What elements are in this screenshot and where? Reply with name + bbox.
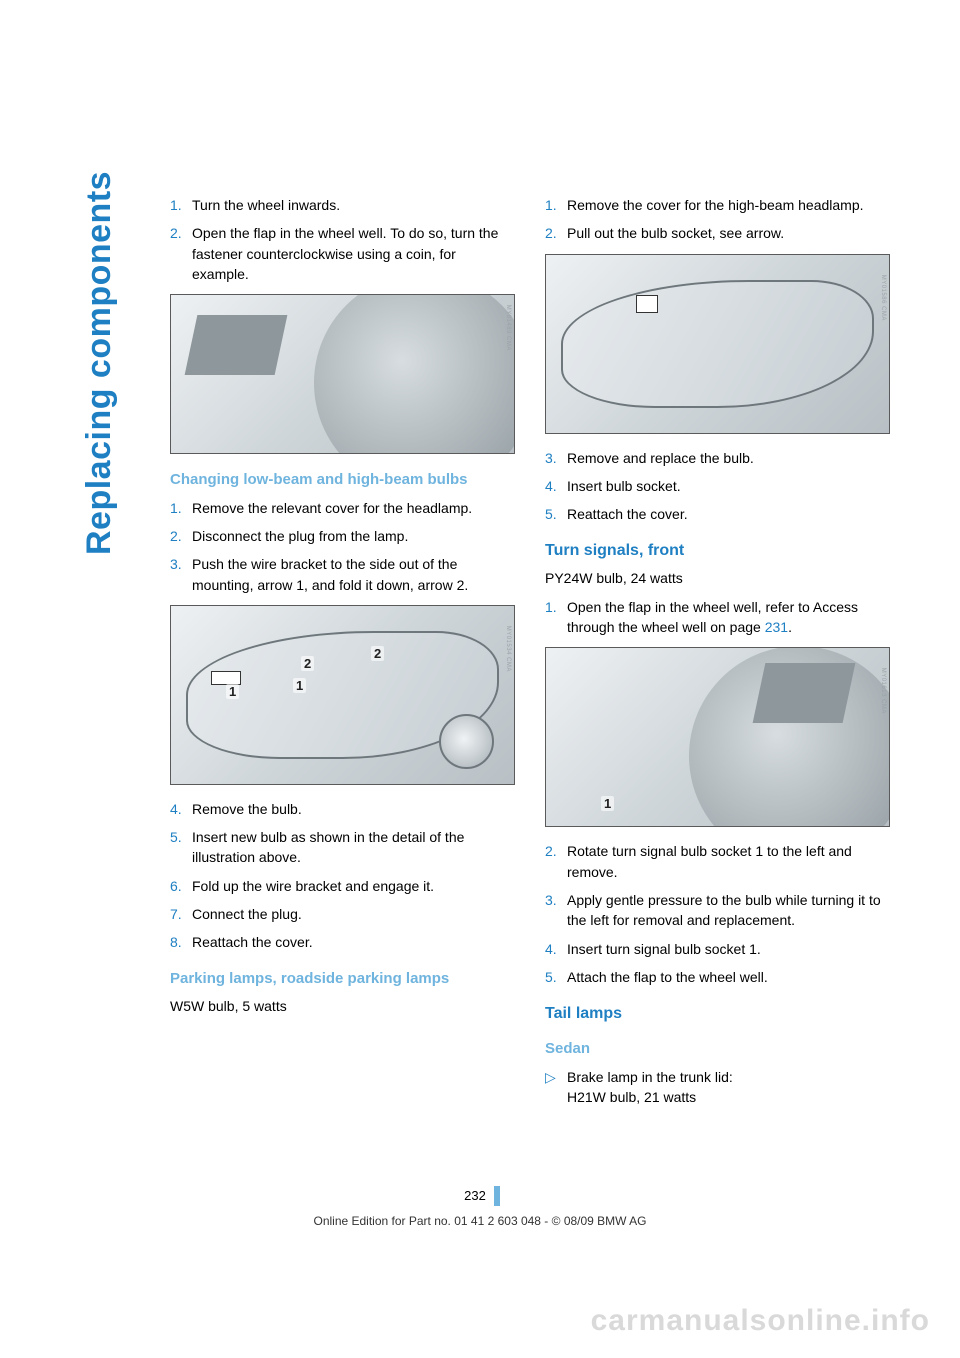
list-text: Attach the flap to the wheel well. [567,967,890,987]
figure-headlamp-bracket: 1 2 1 2 MY01534 CMA [170,605,515,785]
list-text: Open the flap in the wheel well, refer t… [567,597,890,638]
list-item: 6. Fold up the wire bracket and engage i… [170,876,515,896]
bulb-spec: W5W bulb, 5 watts [170,996,515,1016]
list-item: 1. Remove the relevant cover for the hea… [170,498,515,518]
list-text: Brake lamp in the trunk lid: H21W bulb, … [567,1067,890,1108]
list-text: Remove the relevant cover for the head­l… [192,498,515,518]
list-number: 5. [545,967,567,987]
list-text: Insert bulb socket. [567,476,890,496]
list-number: 5. [545,504,567,524]
list-item: 5. Insert new bulb as shown in the detai… [170,827,515,868]
list-number: 1. [545,597,567,638]
list-text: Rotate turn signal bulb socket 1 to the … [567,841,890,882]
list-item: 5. Reattach the cover. [545,504,890,524]
list-number: 3. [545,890,567,931]
list-text: Insert new bulb as shown in the detail o… [192,827,515,868]
list-item: 5. Attach the flap to the wheel well. [545,967,890,987]
figure-bulb-socket: MY01586 CMA [545,254,890,434]
list-item: 1. Remove the cover for the high-beam he… [545,195,890,215]
heading-parking-lamps: Parking lamps, roadside parking lamps [170,969,515,989]
list-text: Fold up the wire bracket and engage it. [192,876,515,896]
list-item: 1. Open the flap in the wheel well, refe… [545,597,890,638]
list-text: Open the flap in the wheel well. To do s… [192,223,515,284]
list-number: 2. [170,526,192,546]
list-number: 6. [170,876,192,896]
heading-tail-lamps: Tail lamps [545,1005,890,1023]
list-number: 2. [545,841,567,882]
bulb-spec: PY24W bulb, 24 watts [545,568,890,588]
page-number: 232 [464,1188,496,1203]
text-fragment: . [788,619,792,635]
list-text: Pull out the bulb socket, see arrow. [567,223,890,243]
list-number: 3. [170,554,192,595]
list-number: 4. [170,799,192,819]
list-text: Connect the plug. [192,904,515,924]
list-item: 8. Reattach the cover. [170,932,515,952]
list-item: 7. Connect the plug. [170,904,515,924]
list-number: 4. [545,939,567,959]
list-item: 3. Apply gentle pressure to the bulb whi… [545,890,890,931]
right-column: 1. Remove the cover for the high-beam he… [545,195,890,1115]
list-text: Remove the bulb. [192,799,515,819]
list-text: Turn the wheel inwards. [192,195,515,215]
list-item: ▷ Brake lamp in the trunk lid: H21W bulb… [545,1067,890,1108]
list-item: 2. Open the flap in the wheel well. To d… [170,223,515,284]
list-text: Remove the cover for the high-beam head­… [567,195,890,215]
list-item: 2. Disconnect the plug from the lamp. [170,526,515,546]
list-text: Disconnect the plug from the lamp. [192,526,515,546]
list-number: 3. [545,448,567,468]
heading-sedan: Sedan [545,1039,890,1059]
list-number: 1. [545,195,567,215]
figure-wheel-well-flap: MY01489 CMA [170,294,515,454]
list-text: Remove and replace the bulb. [567,448,890,468]
list-text: Reattach the cover. [192,932,515,952]
list-number: 1. [170,498,192,518]
list-number: 8. [170,932,192,952]
list-text: Insert turn signal bulb socket 1. [567,939,890,959]
footer-text: Online Edition for Part no. 01 41 2 603 … [0,1214,960,1228]
list-item: 1. Turn the wheel inwards. [170,195,515,215]
watermark: carmanualsonline.info [591,1304,930,1338]
figure-label: 1 [293,678,306,693]
list-number: 5. [170,827,192,868]
list-item: 2. Rotate turn signal bulb socket 1 to t… [545,841,890,882]
text-fragment: Open the flap in the wheel well, refer t… [567,599,858,635]
list-text: Apply gentle pressure to the bulb while … [567,890,890,931]
bullet-icon: ▷ [545,1067,567,1108]
list-item: 4. Insert bulb socket. [545,476,890,496]
left-column: 1. Turn the wheel inwards. 2. Open the f… [170,195,515,1115]
heading-turn-signals: Turn signals, front [545,542,890,560]
list-text: Reattach the cover. [567,504,890,524]
list-text: Push the wire bracket to the side out of… [192,554,515,595]
figure-turn-signal: 1 MY01613 CMA [545,647,890,827]
figure-label: 1 [226,684,239,699]
list-item: 3. Remove and replace the bulb. [545,448,890,468]
list-number: 4. [545,476,567,496]
figure-label: 2 [371,646,384,661]
page-link[interactable]: 231 [765,619,788,635]
list-item: 4. Remove the bulb. [170,799,515,819]
figure-label: 2 [301,656,314,671]
list-item: 2. Pull out the bulb socket, see arrow. [545,223,890,243]
side-section-title: Replacing components [80,171,119,555]
heading-low-high-beam: Changing low-beam and high-beam bulbs [170,470,515,490]
list-number: 1. [170,195,192,215]
list-number: 2. [170,223,192,284]
list-item: 3. Push the wire bracket to the side out… [170,554,515,595]
list-number: 2. [545,223,567,243]
figure-label: 1 [601,796,614,811]
list-number: 7. [170,904,192,924]
list-item: 4. Insert turn signal bulb socket 1. [545,939,890,959]
